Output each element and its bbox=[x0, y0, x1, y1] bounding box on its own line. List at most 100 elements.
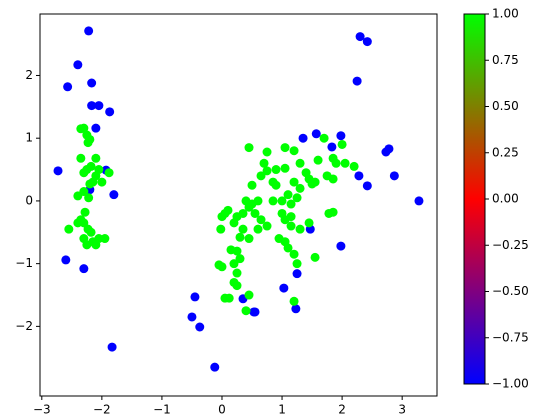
point bbox=[235, 254, 245, 264]
point bbox=[84, 193, 94, 203]
point bbox=[311, 129, 321, 139]
point bbox=[61, 255, 71, 265]
point bbox=[85, 179, 95, 189]
point bbox=[362, 37, 372, 47]
x-tick-label: −1 bbox=[153, 403, 171, 417]
point bbox=[283, 190, 293, 200]
point bbox=[289, 177, 299, 187]
x-tick-label: −2 bbox=[93, 403, 111, 417]
point bbox=[289, 249, 299, 259]
colorbar-tick-label: −0.50 bbox=[492, 284, 529, 298]
point bbox=[87, 78, 97, 88]
point bbox=[292, 259, 302, 269]
colorbar-tick-label: −1.00 bbox=[492, 377, 529, 391]
point bbox=[235, 232, 245, 242]
point bbox=[232, 281, 242, 291]
x-tick-label: 3 bbox=[398, 403, 406, 417]
point bbox=[91, 153, 101, 163]
point bbox=[224, 293, 234, 303]
point bbox=[91, 123, 101, 133]
point bbox=[271, 165, 281, 175]
point bbox=[327, 142, 337, 152]
point bbox=[414, 196, 424, 206]
point bbox=[286, 212, 296, 222]
point bbox=[256, 215, 266, 225]
point bbox=[105, 107, 115, 117]
point bbox=[232, 268, 242, 278]
y-tick-label: −2 bbox=[15, 319, 33, 333]
point bbox=[277, 196, 287, 206]
colorbar bbox=[463, 13, 486, 385]
point bbox=[244, 290, 254, 300]
point bbox=[304, 218, 314, 228]
point bbox=[280, 143, 290, 153]
point bbox=[253, 224, 263, 234]
colorbar-tick-label: 0.25 bbox=[492, 145, 519, 159]
point bbox=[82, 240, 92, 250]
point bbox=[97, 177, 107, 187]
point bbox=[190, 292, 200, 302]
point bbox=[352, 76, 362, 86]
point bbox=[64, 224, 74, 234]
x-tick-label: −3 bbox=[33, 403, 51, 417]
point bbox=[319, 133, 329, 143]
point bbox=[283, 243, 293, 253]
point bbox=[83, 138, 93, 148]
y-tick-label: 0 bbox=[25, 193, 33, 207]
colorbar-tick-label: 0.00 bbox=[492, 192, 519, 206]
y-tick-label: −1 bbox=[15, 256, 33, 270]
point bbox=[310, 252, 320, 262]
point bbox=[109, 190, 119, 200]
point bbox=[328, 174, 338, 184]
point bbox=[214, 260, 224, 270]
x-tick-label: 0 bbox=[218, 403, 226, 417]
point bbox=[268, 196, 278, 206]
colorbar-tick-label: −0.75 bbox=[492, 330, 529, 344]
point bbox=[79, 264, 89, 274]
point bbox=[100, 234, 110, 244]
point bbox=[250, 307, 260, 317]
point bbox=[232, 246, 242, 256]
colorbar-tick-label: −0.25 bbox=[492, 238, 529, 252]
point bbox=[86, 161, 96, 171]
point bbox=[336, 131, 346, 141]
point bbox=[259, 158, 269, 168]
point bbox=[229, 218, 239, 228]
point bbox=[244, 234, 254, 244]
point bbox=[87, 101, 97, 111]
colorbar-tick-label: 0.50 bbox=[492, 99, 519, 113]
point bbox=[216, 224, 226, 234]
point bbox=[262, 166, 272, 176]
point bbox=[73, 60, 83, 70]
point bbox=[91, 240, 101, 250]
point bbox=[187, 312, 197, 322]
point bbox=[295, 183, 305, 193]
point bbox=[53, 166, 63, 176]
point bbox=[340, 158, 350, 168]
point bbox=[298, 133, 308, 143]
point bbox=[210, 362, 220, 372]
point bbox=[301, 168, 311, 178]
point bbox=[277, 208, 287, 218]
point bbox=[229, 259, 239, 269]
point bbox=[79, 123, 89, 133]
point bbox=[247, 180, 257, 190]
colorbar-tick-label: 1.00 bbox=[492, 7, 519, 21]
point bbox=[73, 191, 83, 201]
point bbox=[244, 143, 254, 153]
point bbox=[217, 212, 227, 222]
point bbox=[292, 269, 302, 279]
point bbox=[291, 304, 301, 314]
point bbox=[289, 296, 299, 306]
point bbox=[241, 306, 251, 316]
point bbox=[313, 155, 323, 165]
point bbox=[238, 224, 248, 234]
point bbox=[268, 177, 278, 187]
point bbox=[262, 147, 272, 157]
point bbox=[337, 139, 347, 149]
x-tick-label: 2 bbox=[338, 403, 346, 417]
point bbox=[241, 196, 251, 206]
point bbox=[250, 208, 260, 218]
point bbox=[80, 207, 90, 217]
